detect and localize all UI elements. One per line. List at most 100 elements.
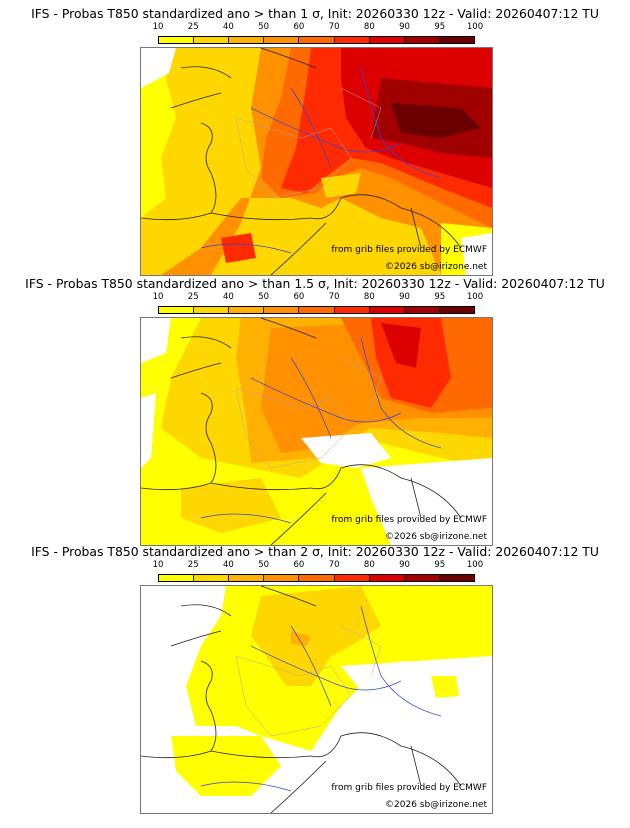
- source-credit: from grib files provided by ECMWF: [331, 245, 487, 255]
- colorbar-tick-label: 25: [187, 292, 199, 302]
- colorbar-segment: [299, 307, 335, 313]
- admin-borders: [235, 625, 382, 737]
- admin-borders: [235, 357, 382, 469]
- panel-title: IFS - Probas T850 standardized ano > tha…: [31, 6, 599, 21]
- rivers: [200, 337, 442, 524]
- colorbar: [158, 36, 475, 44]
- colorbar-segment: [334, 37, 370, 43]
- source-credit: from grib files provided by ECMWF: [331, 783, 487, 793]
- colorbar-segment: [299, 575, 335, 581]
- map-canvas: [141, 586, 492, 813]
- field-40-patch: [291, 631, 311, 646]
- admin-borders: [235, 87, 382, 199]
- field-none-med: [361, 458, 492, 545]
- colorbar-tick-label: 40: [223, 292, 234, 302]
- colorbar-tick-label: 60: [293, 22, 305, 32]
- field-25-spain: [181, 478, 281, 533]
- colorbar-segment: [439, 307, 474, 313]
- colorbar-segment: [369, 37, 405, 43]
- probability-map: from grib files provided by ECMWF ©2026 …: [140, 47, 493, 276]
- panel-title: IFS - Probas T850 standardized ano > tha…: [25, 276, 605, 291]
- colorbar-tick-label: 50: [258, 292, 270, 302]
- field-10: [141, 48, 176, 218]
- field-25: [251, 586, 381, 686]
- colorbar-segment: [194, 307, 230, 313]
- rivers: [200, 605, 442, 792]
- panel-title: IFS - Probas T850 standardized ano > tha…: [31, 544, 599, 559]
- colorbar-tick-label: 40: [223, 22, 234, 32]
- coastlines: [141, 318, 462, 545]
- field-none: [141, 48, 176, 88]
- colorbar-segment: [159, 307, 195, 313]
- colorbar-segment: [404, 307, 440, 313]
- colorbar-tick-label: 90: [399, 560, 410, 570]
- colorbar-segment: [299, 37, 335, 43]
- colorbar-segment: [194, 37, 230, 43]
- colorbar-tick-label: 10: [152, 292, 164, 302]
- colorbar-ticks: 10 25 40 50 60 70 80 90 95 100: [153, 560, 484, 571]
- colorbar-segment: [334, 307, 370, 313]
- colorbar-tick-label: 100: [466, 22, 484, 32]
- colorbar-tick-label: 100: [466, 292, 484, 302]
- map-canvas: [141, 48, 492, 275]
- copyright: ©2026 sb@irizone.net: [385, 532, 487, 542]
- source-credit: from grib files provided by ECMWF: [331, 515, 487, 525]
- colorbar-segment: [439, 37, 474, 43]
- probability-map: from grib files provided by ECMWF ©2026 …: [140, 317, 493, 546]
- colorbar: [158, 306, 475, 314]
- coastlines: [141, 586, 462, 813]
- colorbar-tick-label: 60: [293, 560, 305, 570]
- probability-map: from grib files provided by ECMWF ©2026 …: [140, 585, 493, 814]
- colorbar-segment: [404, 575, 440, 581]
- rivers: [200, 67, 442, 254]
- colorbar-tick-label: 50: [258, 560, 270, 570]
- copyright: ©2026 sb@irizone.net: [385, 262, 487, 272]
- colorbar-tick-label: 60: [293, 292, 305, 302]
- colorbar-tick-label: 80: [363, 292, 375, 302]
- field-none: [141, 318, 171, 468]
- colorbar-tick-label: 70: [328, 560, 340, 570]
- colorbar-segment: [264, 307, 300, 313]
- colorbar-segment: [264, 37, 300, 43]
- colorbar-tick-label: 50: [258, 22, 270, 32]
- colorbar-segment: [439, 575, 474, 581]
- colorbar-tick-label: 25: [187, 22, 199, 32]
- colorbar-tick-label: 90: [399, 22, 410, 32]
- colorbar-tick-label: 10: [152, 560, 164, 570]
- colorbar-segment: [229, 37, 265, 43]
- field-none-alps: [301, 433, 391, 468]
- colorbar-tick-label: 80: [363, 22, 375, 32]
- field-95: [391, 103, 481, 138]
- map-canvas: [141, 318, 492, 545]
- colorbar-segment: [404, 37, 440, 43]
- colorbar-segment: [159, 37, 195, 43]
- colorbar-tick-label: 90: [399, 292, 410, 302]
- colorbar-tick-label: 70: [328, 22, 340, 32]
- colorbar-tick-label: 10: [152, 22, 164, 32]
- colorbar-segment: [334, 575, 370, 581]
- coastlines: [141, 48, 462, 275]
- field-10-spain: [171, 736, 281, 796]
- colorbar-segment: [264, 575, 300, 581]
- colorbar-segment: [229, 575, 265, 581]
- colorbar-tick-label: 25: [187, 560, 199, 570]
- colorbar-segment: [229, 307, 265, 313]
- map-panel-2sigma: IFS - Probas T850 standardized ano > tha…: [0, 538, 630, 814]
- field-70-spain: [221, 233, 256, 263]
- colorbar-tick-label: 70: [328, 292, 340, 302]
- colorbar-tick-label: 40: [223, 560, 234, 570]
- field-10-patch: [431, 676, 459, 698]
- field-40-patch: [321, 173, 361, 198]
- field-none-patch: [461, 233, 492, 275]
- colorbar-tick-label: 100: [466, 560, 484, 570]
- colorbar-segment: [159, 575, 195, 581]
- colorbar-tick-label: 95: [434, 560, 446, 570]
- colorbar-tick-label: 80: [363, 560, 375, 570]
- map-panel-1-5sigma: IFS - Probas T850 standardized ano > tha…: [0, 270, 630, 546]
- field-80: [381, 323, 421, 368]
- colorbar-tick-label: 95: [434, 22, 446, 32]
- colorbar-segment: [369, 307, 405, 313]
- copyright: ©2026 sb@irizone.net: [385, 800, 487, 810]
- colorbar-ticks: 10 25 40 50 60 70 80 90 95 100: [153, 22, 484, 33]
- map-panel-1sigma: IFS - Probas T850 standardized ano > tha…: [0, 0, 630, 276]
